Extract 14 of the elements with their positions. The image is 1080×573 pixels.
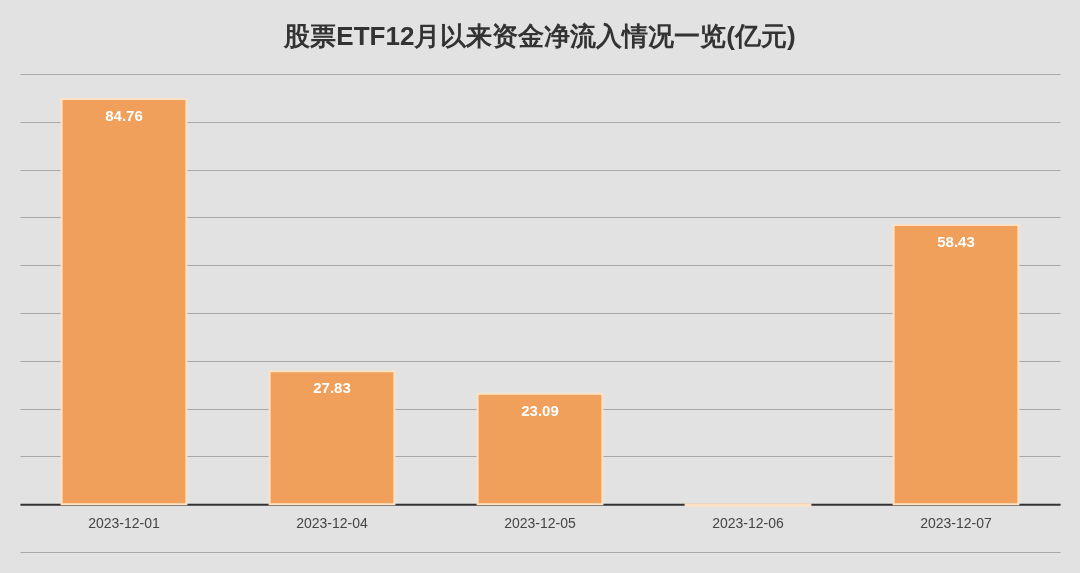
x-tick-label: 2023-12-07 [920,514,993,531]
bar [476,392,604,506]
x-tick-label: 2023-12-01 [88,514,161,531]
chart-title: 股票ETF12月以来资金净流入情况一览(亿元) [283,21,796,51]
bar [268,370,396,506]
data-label: 84.76 [105,107,143,125]
data-label: 58.43 [937,232,975,250]
x-tick-label: 2023-12-06 [712,514,785,531]
bar [892,223,1020,506]
data-label: 27.83 [313,379,351,397]
data-label: 23.09 [521,401,559,419]
x-tick-label: 2023-12-05 [504,514,577,531]
bar [60,98,188,506]
x-tick-label: 2023-12-04 [296,514,369,531]
